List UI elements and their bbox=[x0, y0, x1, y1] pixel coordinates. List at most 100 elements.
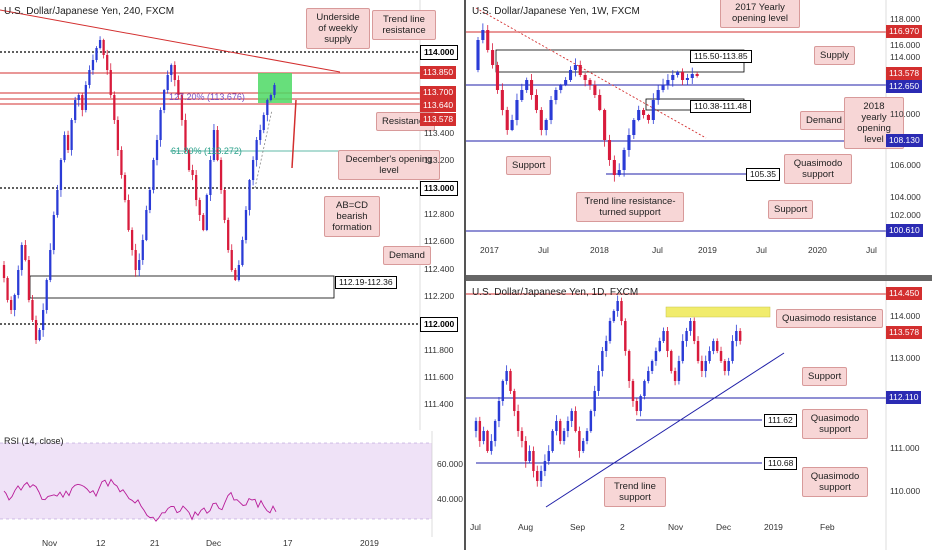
h4-candle bbox=[66, 135, 70, 150]
h4-candle bbox=[237, 265, 240, 280]
daily-candle bbox=[704, 361, 707, 371]
h4-candle bbox=[187, 150, 191, 170]
h4-candle bbox=[162, 90, 166, 110]
h4-candle bbox=[59, 160, 63, 190]
h4-candle bbox=[180, 95, 184, 120]
daily-candle bbox=[616, 301, 619, 311]
note-weekly-demand: Demand bbox=[800, 111, 848, 130]
rsi-pane[interactable]: RSI (14, close) 60.0000 40.0000 bbox=[0, 431, 463, 537]
note-demand: Demand bbox=[383, 246, 431, 265]
weekly-candle bbox=[680, 72, 685, 80]
h4-candle bbox=[141, 240, 144, 260]
h4-candle bbox=[52, 215, 55, 250]
weekly-axis-label: 104.000 bbox=[890, 192, 921, 202]
daily-candle bbox=[604, 341, 608, 351]
rsi-canvas[interactable] bbox=[0, 431, 463, 537]
h4-x-17: 17 bbox=[283, 538, 293, 548]
weekly-axis-label: 102.000 bbox=[890, 210, 921, 220]
daily-candle bbox=[708, 351, 711, 361]
h4-candle bbox=[88, 70, 91, 85]
h4-candle bbox=[9, 300, 13, 310]
price-tag-113640: 113.640 bbox=[420, 99, 457, 112]
vertical-divider bbox=[464, 0, 466, 550]
weekly-x-jul2: Jul bbox=[652, 245, 663, 255]
daily-axis-label: 110.000 bbox=[890, 486, 921, 496]
daily-candle bbox=[670, 351, 673, 371]
h4-chart-canvas[interactable] bbox=[0, 0, 463, 430]
h4-candle bbox=[74, 100, 77, 120]
h4-candle bbox=[77, 95, 80, 100]
h4-candle bbox=[145, 210, 148, 240]
daily-candle bbox=[562, 431, 566, 441]
weekly-chart-pane[interactable]: U.S. Dollar/Japanese Yen, 1W, FXCM 115.5… bbox=[466, 0, 932, 275]
daily-candle bbox=[532, 451, 535, 471]
weekly-candle bbox=[666, 80, 670, 85]
weekly-candle bbox=[549, 100, 553, 120]
daily-candle bbox=[689, 321, 692, 331]
h4-demand-box-label: 112.19-112.36 bbox=[335, 276, 397, 289]
weekly-trend-line bbox=[475, 7, 707, 139]
h4-candle bbox=[234, 270, 237, 280]
price-tag-114000: 114.000 bbox=[420, 45, 459, 60]
h4-candle bbox=[273, 85, 276, 95]
h4-candle bbox=[166, 75, 169, 90]
daily-candle bbox=[673, 371, 677, 381]
d-price-tag-114450: 114.450 bbox=[886, 287, 923, 300]
h4-candle bbox=[45, 280, 48, 310]
daily-candle bbox=[650, 361, 654, 371]
weekly-candle bbox=[491, 50, 495, 65]
weekly-candle bbox=[651, 100, 655, 120]
note-daily-qm-resistance: Quasimodo resistance bbox=[776, 309, 883, 328]
weekly-x-jul4: Jul bbox=[866, 245, 877, 255]
h4-candle bbox=[130, 230, 134, 250]
h4-x-21: 21 bbox=[150, 538, 160, 548]
weekly-candle bbox=[525, 80, 529, 90]
h4-candle bbox=[120, 150, 123, 175]
daily-candle bbox=[555, 421, 558, 431]
daily-candle bbox=[647, 371, 650, 381]
h4-axis-label: 111.400 bbox=[424, 399, 454, 409]
daily-candle bbox=[474, 421, 478, 431]
daily-chart-canvas[interactable] bbox=[466, 281, 932, 550]
h4-candle bbox=[56, 190, 59, 215]
daily-candle bbox=[666, 331, 669, 351]
weekly-x-jul3: Jul bbox=[756, 245, 767, 255]
daily-candle bbox=[493, 421, 497, 441]
h4-chart-pane[interactable]: U.S. Dollar/Japanese Yen, 240, FXCM Unde… bbox=[0, 0, 463, 430]
daily-candle bbox=[559, 421, 562, 441]
weekly-candle bbox=[685, 78, 689, 80]
daily-x-nov: Nov bbox=[668, 522, 684, 532]
daily-candle bbox=[635, 401, 639, 411]
weekly-qm-box-label: 105.35 bbox=[746, 168, 780, 181]
daily-candle bbox=[620, 301, 623, 321]
price-tag-113000: 113.000 bbox=[420, 181, 459, 196]
d-price-tag-112110: 112.110 bbox=[886, 391, 922, 404]
daily-candle bbox=[731, 341, 734, 361]
daily-candle bbox=[631, 381, 635, 401]
daily-candle bbox=[654, 351, 658, 361]
w-price-tag-108130: 108.130 bbox=[886, 134, 923, 147]
h4-candle bbox=[34, 320, 38, 340]
daily-candle bbox=[505, 371, 508, 381]
rsi-line bbox=[3, 478, 277, 522]
h4-candle bbox=[31, 300, 34, 320]
daily-candle bbox=[700, 361, 704, 371]
abcd-arrow bbox=[291, 99, 297, 169]
daily-candle bbox=[478, 421, 482, 441]
daily-axis-label: 114.000 bbox=[890, 311, 921, 321]
daily-candle bbox=[551, 431, 554, 451]
weekly-candle bbox=[642, 110, 646, 115]
weekly-candle bbox=[646, 115, 650, 120]
weekly-axis-label: 110.000 bbox=[890, 109, 921, 119]
h4-x-12: 12 bbox=[96, 538, 106, 548]
rsi-band bbox=[0, 443, 432, 519]
h4-candle bbox=[106, 55, 109, 70]
daily-candle bbox=[681, 341, 684, 361]
daily-chart-pane[interactable]: U.S. Dollar/Japanese Yen, 1D, FXCM 111.6… bbox=[466, 281, 932, 550]
weekly-x-2017: 2017 bbox=[480, 245, 499, 255]
note-weekly-trend: Trend line resistance- turned support bbox=[576, 192, 684, 222]
note-weekly-qm: Quasimodo support bbox=[784, 154, 852, 184]
weekly-x-2018: 2018 bbox=[590, 245, 609, 255]
daily-candle bbox=[723, 361, 727, 371]
daily-candle bbox=[490, 441, 493, 451]
